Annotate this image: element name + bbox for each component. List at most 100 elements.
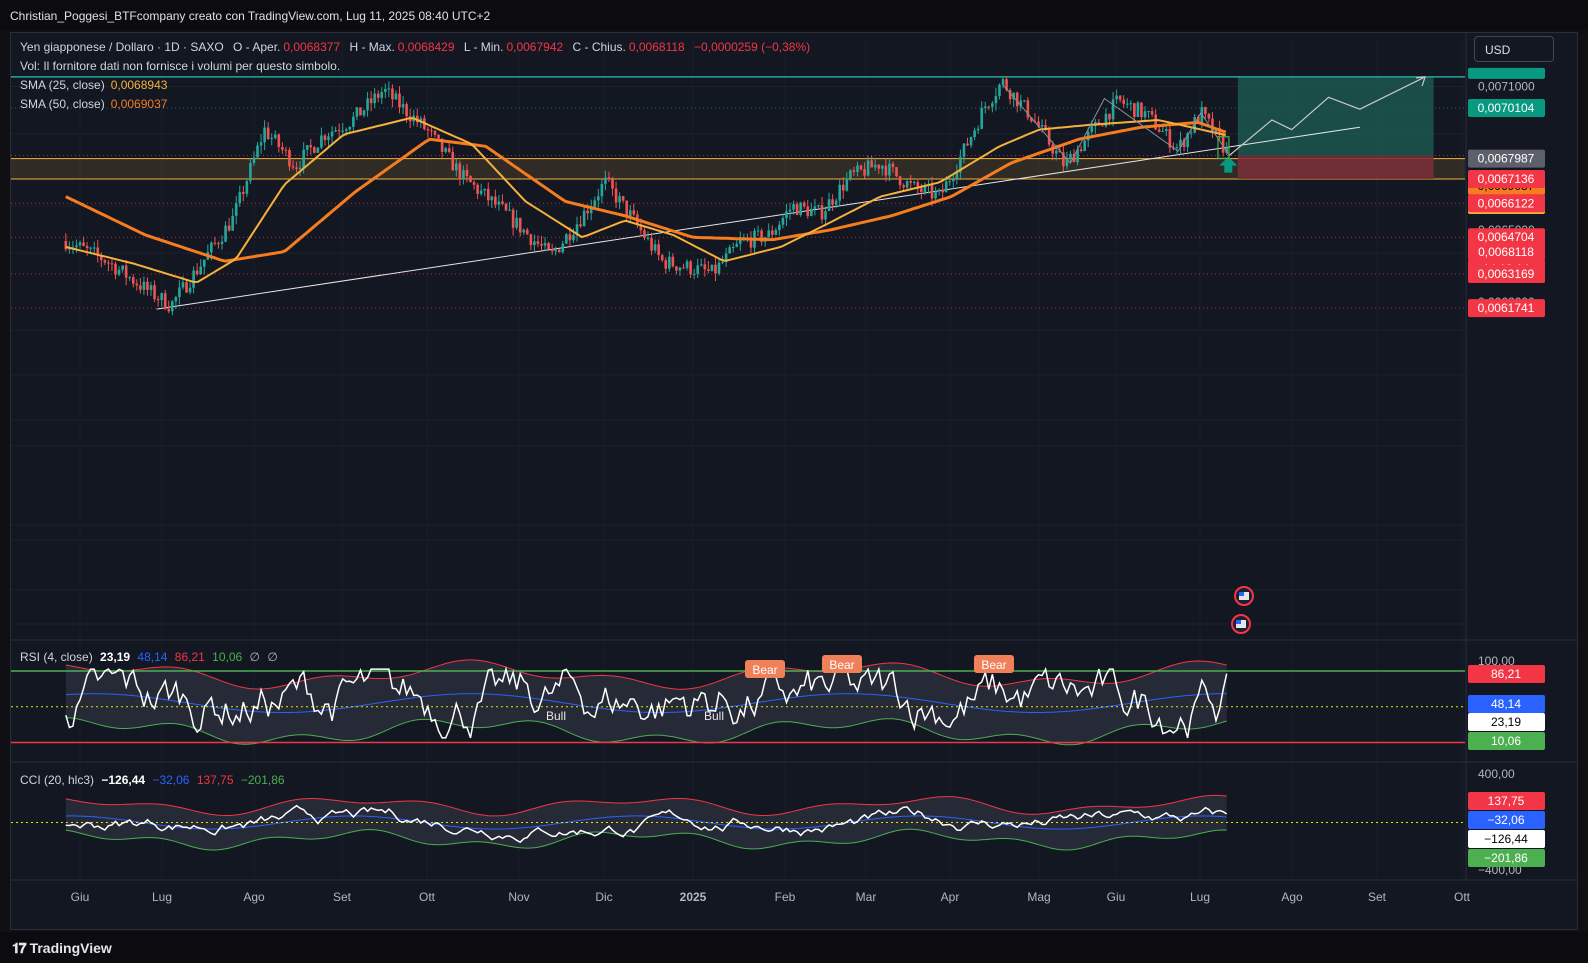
price-label-bg xyxy=(1468,149,1545,168)
candle-body xyxy=(497,201,501,205)
sma25-legend[interactable]: SMA (25, close) 0,0068943 xyxy=(20,78,167,92)
candle-body xyxy=(1108,113,1111,120)
projection-path xyxy=(1228,76,1426,156)
change-value: −0,0000259 (−0,38%) xyxy=(694,40,811,54)
candle-body xyxy=(202,259,206,267)
candle-body xyxy=(852,170,856,172)
target-zone xyxy=(1237,76,1434,156)
candle-body xyxy=(242,192,245,194)
us-flag-icon-canton xyxy=(1236,620,1241,624)
high-value: 0,0068429 xyxy=(397,40,455,54)
price-axis-tick: 0,0071000 xyxy=(1478,80,1535,94)
rsi-label: RSI (4, close) xyxy=(20,650,93,664)
price-label-bg xyxy=(1468,264,1545,283)
price-label: 0,0067987 xyxy=(1478,152,1535,166)
rsi-label-bg xyxy=(1468,713,1545,731)
bear-tag xyxy=(822,655,862,673)
cci-upper-value: 137,75 xyxy=(196,773,234,787)
symbol-name[interactable]: Yen giapponese / Dollaro · 1D · SAXO xyxy=(20,40,224,54)
time-axis-tick: 2025 xyxy=(680,890,707,904)
candle-body xyxy=(469,176,472,183)
candle-body xyxy=(646,237,650,239)
candle-body xyxy=(362,110,366,116)
candle-body xyxy=(124,265,128,278)
candle-body xyxy=(1189,132,1193,134)
sma50-label: SMA (50, close) xyxy=(20,97,105,111)
candle-body xyxy=(1168,129,1172,148)
candle-body xyxy=(298,167,302,169)
candle-body xyxy=(1147,111,1150,113)
candle-body xyxy=(689,261,692,275)
candle-body xyxy=(1072,153,1076,163)
candle-body xyxy=(82,242,85,246)
candle-body xyxy=(213,242,217,244)
candle-body xyxy=(604,177,607,184)
candle-body xyxy=(969,137,973,146)
candle-body xyxy=(582,210,586,227)
trendline xyxy=(156,126,1360,310)
candle-body xyxy=(756,230,760,232)
candle-body xyxy=(675,266,678,271)
low-value: 0,0067942 xyxy=(506,40,564,54)
candle-body xyxy=(597,196,600,201)
cci-legend[interactable]: CCI (20, hlc3) −126,44 −32,06 137,75 −20… xyxy=(20,773,285,787)
candle-body xyxy=(554,249,558,252)
candle-body xyxy=(1023,100,1026,102)
sma50-legend[interactable]: SMA (50, close) 0,0069037 xyxy=(20,97,167,111)
candle-body xyxy=(1186,133,1189,148)
candle-body xyxy=(739,239,742,244)
us-flag-icon-canton xyxy=(1239,592,1244,596)
candle-body xyxy=(1044,125,1047,130)
candle-body xyxy=(692,273,696,275)
candle-body xyxy=(1065,158,1069,167)
candle-body xyxy=(224,225,227,242)
candle-body xyxy=(806,206,810,217)
candle-body xyxy=(987,106,991,108)
candle-body xyxy=(991,103,994,107)
rsi-legend[interactable]: RSI (4, close) 23,19 48,14 86,21 10,06 ∅… xyxy=(20,650,278,664)
candle-body xyxy=(273,134,277,138)
candle-body xyxy=(309,145,313,148)
candle-body xyxy=(128,277,132,279)
candle-body xyxy=(171,301,174,312)
candle-body xyxy=(1037,121,1040,127)
sma50-value: 0,0069037 xyxy=(110,97,168,111)
candle-body xyxy=(426,128,430,131)
candle-body xyxy=(859,165,863,170)
candle-body xyxy=(1165,129,1168,132)
candle-body xyxy=(873,164,877,168)
candle-body xyxy=(440,138,444,152)
projection-arrowhead xyxy=(1416,76,1426,87)
open-label: O - Aper. xyxy=(233,40,281,54)
cci-label: −126,44 xyxy=(1484,832,1528,846)
candle-body xyxy=(703,264,707,270)
candle-body xyxy=(920,188,923,192)
candle-body xyxy=(316,147,320,153)
rsi-line xyxy=(65,666,1228,739)
candle-body xyxy=(810,208,813,217)
candle-body xyxy=(909,181,913,183)
time-axis-tick: Dic xyxy=(595,890,612,904)
candle-body xyxy=(1090,126,1094,132)
candle-body xyxy=(266,127,270,139)
tradingview-logo[interactable]: 𝟏𝟕 TradingView xyxy=(12,940,112,957)
target-label-bg xyxy=(1468,67,1545,79)
candle-body xyxy=(628,210,632,216)
time-axis-tick: Lug xyxy=(152,890,172,904)
candle-body xyxy=(217,243,220,245)
currency-button[interactable]: USD xyxy=(1474,36,1554,62)
cci-middle-value: −32,06 xyxy=(152,773,190,787)
time-axis-tick: Giu xyxy=(71,890,90,904)
rsi-lower-value: 10,06 xyxy=(212,650,243,664)
candle-body xyxy=(998,84,1001,96)
candle-body xyxy=(284,149,288,151)
candle-body xyxy=(540,243,543,246)
candle-body xyxy=(891,163,895,168)
candle-body xyxy=(384,88,387,92)
candle-body xyxy=(1001,79,1005,85)
candle-body xyxy=(589,206,593,214)
chart-credit: Christian_Poggesi_BTFcompany creato con … xyxy=(10,9,491,23)
candle-body xyxy=(92,247,96,249)
candle-body xyxy=(696,265,700,274)
